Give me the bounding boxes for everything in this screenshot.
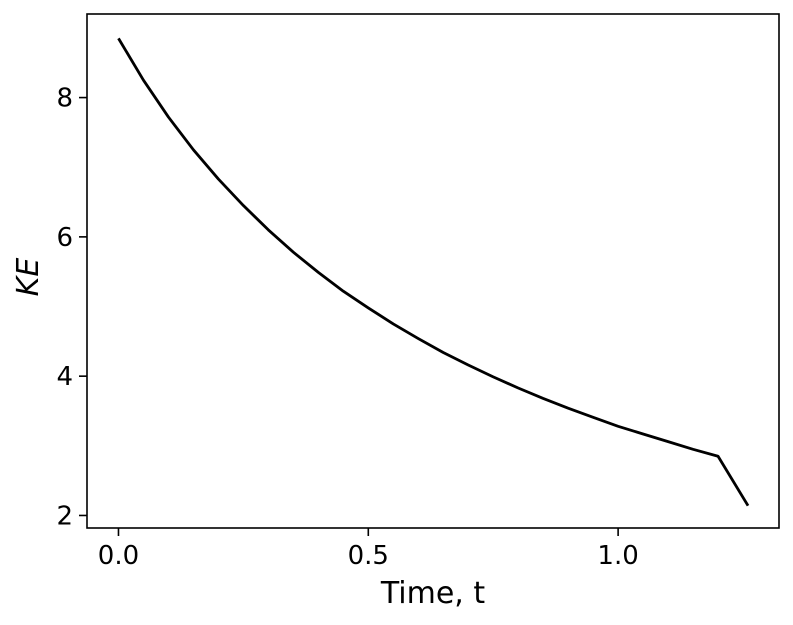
y-tick-label: 2 <box>56 501 73 531</box>
x-axis-title: Time, t <box>380 576 485 611</box>
x-tick-label: 0.0 <box>98 541 139 571</box>
y-axis-title: KE <box>11 258 46 297</box>
x-axis: 0.0 0.5 1.0 <box>98 528 639 571</box>
y-tick-label: 4 <box>56 362 73 392</box>
y-tick-label: 6 <box>56 223 73 253</box>
plot-frame <box>86 13 780 529</box>
y-axis: 2 4 6 8 <box>56 84 87 531</box>
x-tick-label: 0.5 <box>348 541 389 571</box>
y-tick-label: 8 <box>56 84 73 114</box>
x-tick-label: 1.0 <box>597 541 638 571</box>
series-line-0 <box>117 37 750 507</box>
plot-area <box>117 37 750 507</box>
